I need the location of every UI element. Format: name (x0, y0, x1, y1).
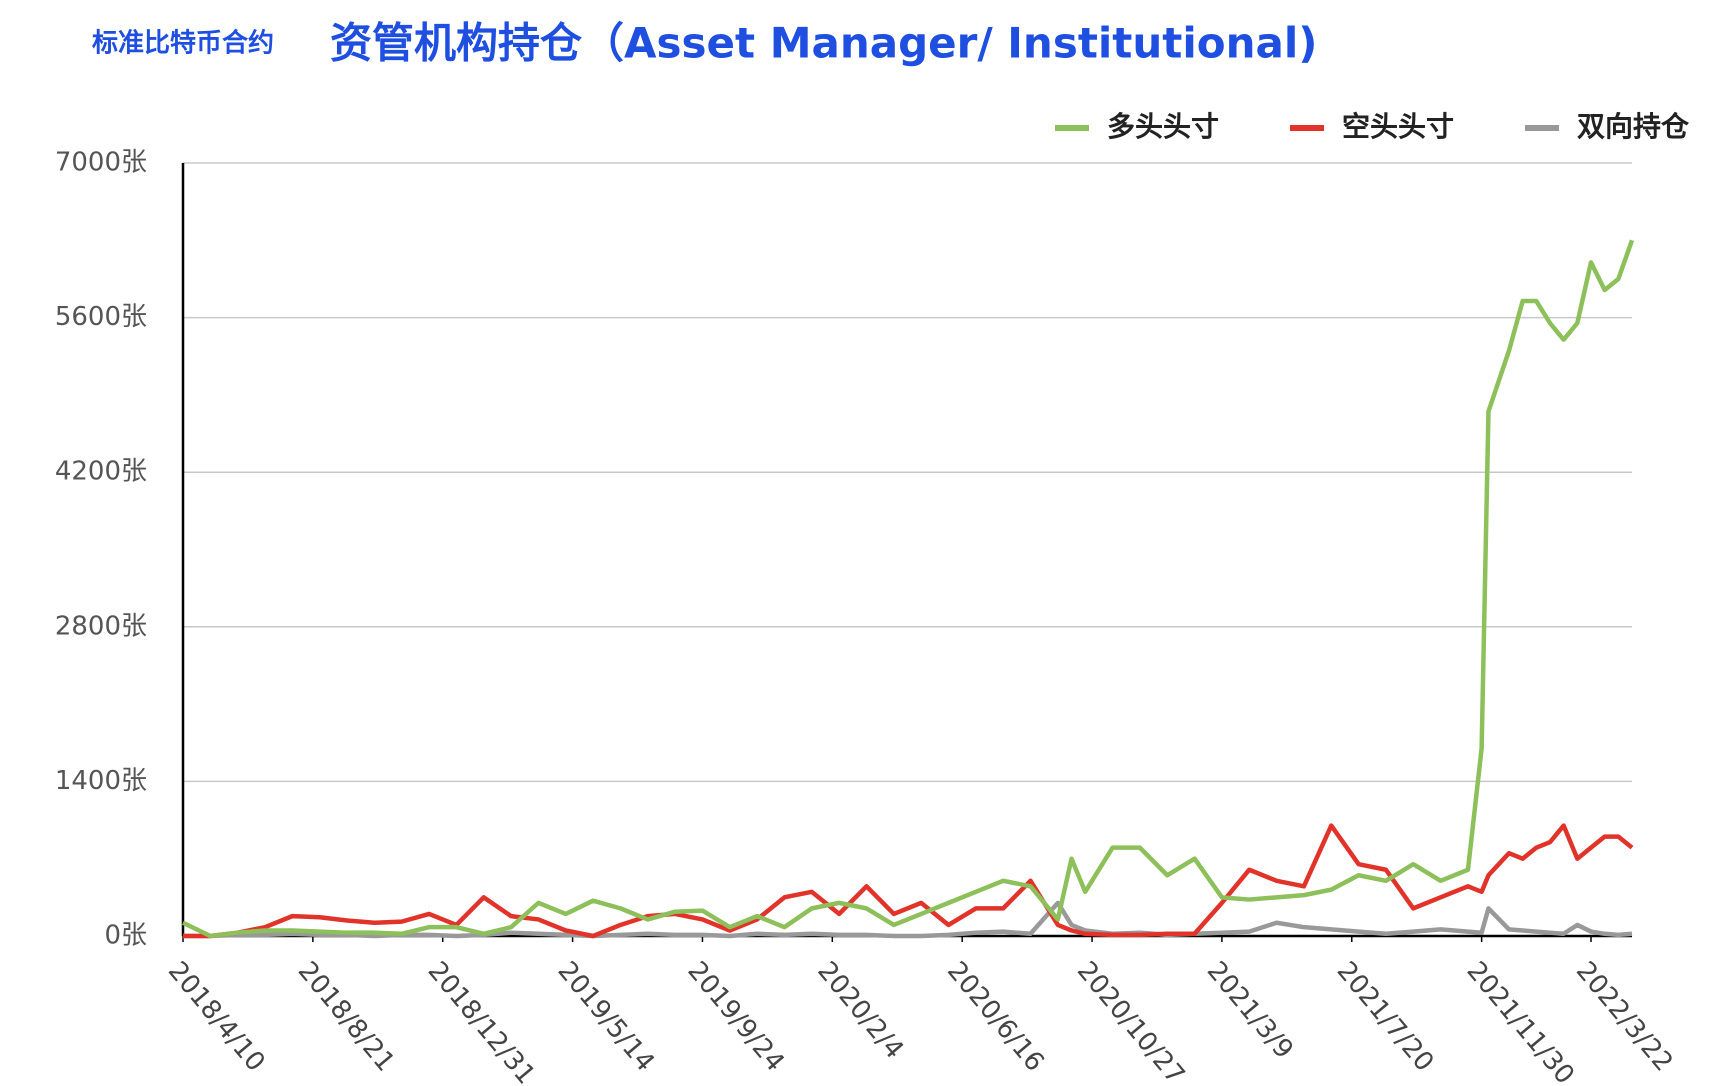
x-tick-label: 2020/10/27 (1071, 956, 1190, 1086)
y-tick-label: 0张 (104, 921, 147, 951)
y-tick-label: 5600张 (55, 302, 147, 332)
x-tick-label: 2019/5/14 (551, 956, 660, 1077)
legend-label: 空头头寸 (1342, 110, 1454, 143)
x-tick-label: 2021/7/20 (1331, 956, 1440, 1077)
chart-title: 资管机构持仓（Asset Manager/ Institutional) (330, 19, 1317, 68)
series-line (183, 900, 1633, 939)
x-tick-label: 2020/6/16 (941, 956, 1050, 1077)
chart-subtitle: 标准比特币合约 (92, 28, 274, 59)
y-tick-label: 1400张 (55, 766, 147, 796)
y-tick-label: 2800张 (55, 611, 147, 641)
x-tick-label: 2021/3/9 (1201, 956, 1299, 1065)
series-line (182, 239, 1635, 939)
x-tick-label: 2021/11/30 (1461, 956, 1580, 1086)
legend-label: 双向持仓 (1577, 110, 1690, 143)
y-tick-label: 7000张 (55, 148, 147, 178)
x-tick-label: 2019/9/24 (681, 956, 790, 1077)
x-tick-label: 2022/3/22 (1570, 956, 1679, 1077)
x-tick-label: 2018/4/10 (162, 956, 271, 1077)
x-tick-label: 2020/2/4 (811, 956, 909, 1065)
y-tick-label: 4200张 (55, 457, 147, 487)
x-tick-label: 2018/8/21 (292, 956, 401, 1077)
legend-label: 多头头寸 (1107, 110, 1219, 143)
x-tick-label: 2018/12/31 (422, 956, 541, 1086)
